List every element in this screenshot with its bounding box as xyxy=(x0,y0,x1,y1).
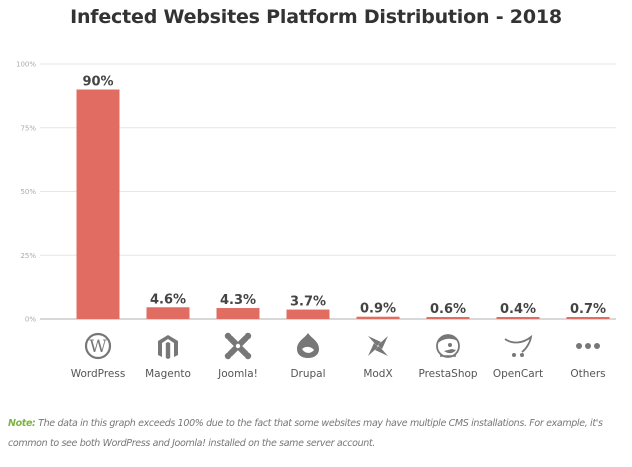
category-label: PrestaShop xyxy=(418,368,477,380)
category-labels: WordPress Magento Joomla! Drupal ModX PrestaS… xyxy=(71,368,606,380)
category-label: Magento xyxy=(145,368,191,380)
category-label: Others xyxy=(570,368,605,380)
bar-joomla xyxy=(216,308,260,319)
gridlines xyxy=(40,63,616,320)
value-label: 3.7% xyxy=(290,295,326,310)
category-label: OpenCart xyxy=(493,368,543,380)
opencart-icon xyxy=(504,334,533,357)
value-label: 0.4% xyxy=(500,302,536,317)
y-tick-label: 75% xyxy=(20,124,36,132)
y-tick-label: 25% xyxy=(20,252,36,260)
bar-drupal xyxy=(286,309,330,319)
bar-others xyxy=(566,317,610,319)
svg-text:W: W xyxy=(89,337,107,357)
footnote: Note: The data in this graph exceeds 100… xyxy=(8,414,626,454)
bar-wordpress xyxy=(76,89,120,319)
note-label: Note: xyxy=(8,418,36,429)
note-text: The data in this graph exceeds 100% due … xyxy=(8,418,603,449)
magento-icon xyxy=(158,335,178,359)
category-icons: W xyxy=(84,332,600,360)
bar-opencart xyxy=(496,317,540,319)
category-label: ModX xyxy=(363,368,392,380)
prestashop-icon xyxy=(436,334,460,358)
value-labels: 90% 4.6% 4.3% 3.7% 0.9% 0.6% 0.4% 0.7% xyxy=(82,75,606,318)
wordpress-icon: W xyxy=(84,332,112,360)
value-label: 4.6% xyxy=(150,292,186,307)
modx-icon xyxy=(368,336,388,356)
others-icon xyxy=(576,343,600,349)
value-label: 0.9% xyxy=(360,302,396,317)
bar-magento xyxy=(146,307,190,319)
category-label: Drupal xyxy=(290,368,325,380)
y-axis-ticks: 0% 25% 50% 75% 100% xyxy=(16,61,36,324)
bar-modx xyxy=(356,316,400,319)
y-tick-label: 100% xyxy=(16,61,36,69)
y-tick-label: 50% xyxy=(20,188,36,196)
y-tick-label: 0% xyxy=(25,316,36,324)
value-label: 0.7% xyxy=(570,302,606,317)
value-label: 90% xyxy=(82,75,113,90)
drupal-icon xyxy=(297,333,319,358)
value-label: 4.3% xyxy=(220,293,256,308)
bar-prestashop xyxy=(426,317,470,319)
bars xyxy=(76,89,610,319)
category-label: Joomla! xyxy=(217,368,258,380)
value-label: 0.6% xyxy=(430,302,466,317)
chart-title: Infected Websites Platform Distribution … xyxy=(70,6,562,28)
category-label: WordPress xyxy=(71,368,126,380)
joomla-icon xyxy=(224,332,252,360)
bar-chart: 0% 25% 50% 75% 100% 90% 4.6% 4.3% 3.7% 0.9% 0.6% 0… xyxy=(16,61,616,380)
